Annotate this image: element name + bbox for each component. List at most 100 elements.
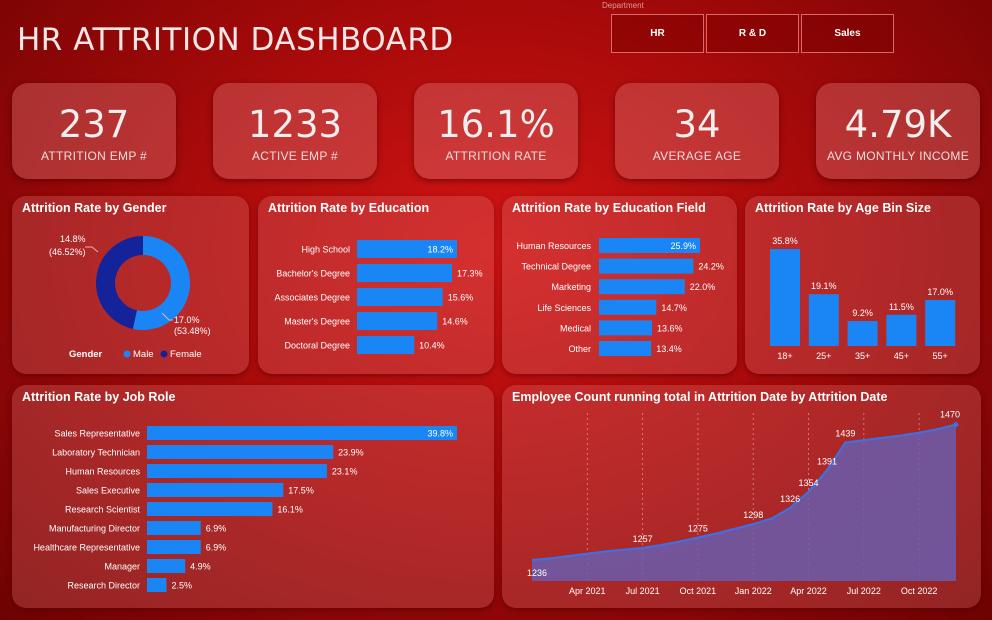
bar [147, 559, 186, 573]
category-label: Doctoral Degree [284, 341, 350, 351]
slice-label: 14.8% [60, 234, 86, 244]
bar [599, 258, 694, 274]
department-slicer-label: Department [602, 1, 644, 10]
slicer-hr-button[interactable]: HR [611, 14, 704, 53]
education-bar-chart: High School 18.2% Bachelor's Degree 17.3% As… [274, 240, 483, 354]
bar [147, 426, 457, 440]
data-label: 13.4% [656, 344, 682, 354]
data-label: 15.6% [448, 293, 474, 303]
leader-line [85, 246, 99, 253]
slicer-sales-button[interactable]: Sales [801, 14, 894, 53]
data-label: 19.1% [811, 281, 837, 291]
data-label: 13.6% [657, 323, 683, 333]
bar [357, 240, 457, 258]
column [886, 314, 917, 346]
gender-donut-chart: 17.0%(53.48%) 14.8% (46.52%) Gender Male Fema… [49, 234, 211, 360]
category-label: Manufacturing Director [49, 524, 140, 534]
data-label: 11.5% [889, 302, 914, 312]
age-bin-column-chart: 35.8% 18+ 19.1% 25+ 9.2% 35+ 11.5% 45+ 17.0% 55+ [770, 236, 956, 361]
category-label: Research Director [67, 581, 140, 591]
running-total-area-chart: Apr 2021 Jul 2021 Oct 2021 Jan 2022 Apr 2022… [527, 410, 960, 596]
data-label: 14.7% [661, 303, 687, 313]
data-label: 14.6% [442, 317, 468, 327]
leader-line [161, 312, 173, 321]
donut-slice-female [96, 236, 143, 329]
bar [599, 341, 652, 356]
data-label: 39.8% [427, 429, 453, 439]
data-label: 24.2% [698, 262, 724, 272]
data-label: 25.9% [670, 241, 696, 251]
bar [147, 502, 273, 516]
data-label: 4.9% [190, 562, 211, 572]
category-label: Manager [104, 562, 140, 572]
bar [599, 299, 657, 315]
slice-label: 17.0% [174, 315, 200, 325]
slicer-rd-button[interactable]: R & D [706, 14, 799, 53]
x-tick-label: Jan 2022 [735, 586, 772, 596]
legend-female-marker [160, 350, 168, 358]
data-label: 6.9% [206, 543, 227, 553]
x-tick-label: Apr 2022 [790, 586, 827, 596]
running-total-chart-card: Employee Count running total in Attritio… [502, 385, 981, 608]
bar [599, 279, 685, 295]
category-label: Medical [560, 323, 591, 333]
education-field-chart-card: Attrition Rate by Education Field Human … [502, 196, 737, 374]
category-label: Laboratory Technician [52, 448, 140, 458]
kpi-label: ACTIVE EMP # [251, 149, 339, 163]
data-label: 18.2% [427, 245, 453, 255]
column [770, 249, 800, 346]
education-field-bar-chart: Human Resources 25.9% Technical Degree 24.2… [516, 238, 724, 356]
chart-title: Attrition Rate by Gender [22, 201, 167, 215]
category-label: Other [568, 344, 591, 354]
job-role-bar-chart: Sales Representative 39.8% Laboratory Tech… [33, 426, 457, 592]
bar [357, 264, 453, 282]
category-label: Human Resources [65, 467, 140, 477]
education-chart-card: Attrition Rate by Education High School 1… [258, 196, 494, 374]
data-label: 23.1% [332, 467, 358, 477]
bar [147, 464, 327, 478]
kpi-attrition-count: 237 ATTRITION EMP # [12, 83, 176, 179]
category-label: Master's Degree [284, 317, 350, 327]
slice-share-label: (53.48%) [174, 326, 211, 336]
series-line [531, 423, 957, 562]
bar [147, 483, 284, 497]
data-label: 1470 [940, 410, 960, 420]
kpi-label: AVG MONTHLY INCOME [826, 149, 970, 163]
bar [147, 578, 167, 592]
data-label: 1298 [743, 510, 763, 520]
data-label: 6.9% [206, 524, 227, 534]
category-label: Sales Executive [76, 486, 140, 496]
data-label: 17.5% [288, 486, 314, 496]
kpi-average-age: 34 AVERAGE AGE [615, 83, 779, 179]
bar [357, 312, 438, 330]
bar [599, 320, 653, 336]
kpi-value: 34 [673, 103, 721, 146]
data-label: 1257 [633, 534, 653, 544]
kpi-attrition-rate: 16.1% ATTRITION RATE [414, 83, 578, 179]
legend-female-label: Female [170, 349, 202, 360]
data-label: 1391 [817, 456, 837, 466]
kpi-active-count: 1233 ACTIVE EMP # [213, 83, 377, 179]
category-label: 18+ [777, 351, 792, 361]
data-label: 23.9% [338, 448, 364, 458]
category-label: Healthcare Representative [33, 543, 140, 553]
x-tick-label: Jul 2021 [626, 586, 660, 596]
chart-title: Attrition Rate by Education [268, 201, 430, 215]
data-label: 22.0% [690, 282, 716, 292]
data-label: 1275 [688, 524, 708, 534]
category-label: Human Resources [516, 241, 591, 251]
data-label: 17.0% [927, 287, 953, 297]
donut-slice-male [132, 236, 191, 330]
data-label: 1354 [799, 478, 819, 488]
category-label: Technical Degree [521, 262, 591, 272]
data-label: 17.3% [457, 269, 483, 279]
page-title: HR ATTRITION DASHBOARD [17, 22, 454, 58]
bar [147, 540, 201, 554]
legend-male-label: Male [133, 349, 154, 360]
x-tick-label: Apr 2021 [569, 586, 606, 596]
x-tick-label: Oct 2022 [901, 586, 938, 596]
legend-male-marker [123, 350, 131, 358]
column [847, 321, 878, 346]
category-label: Research Scientist [65, 505, 141, 515]
category-label: 45+ [894, 351, 909, 361]
